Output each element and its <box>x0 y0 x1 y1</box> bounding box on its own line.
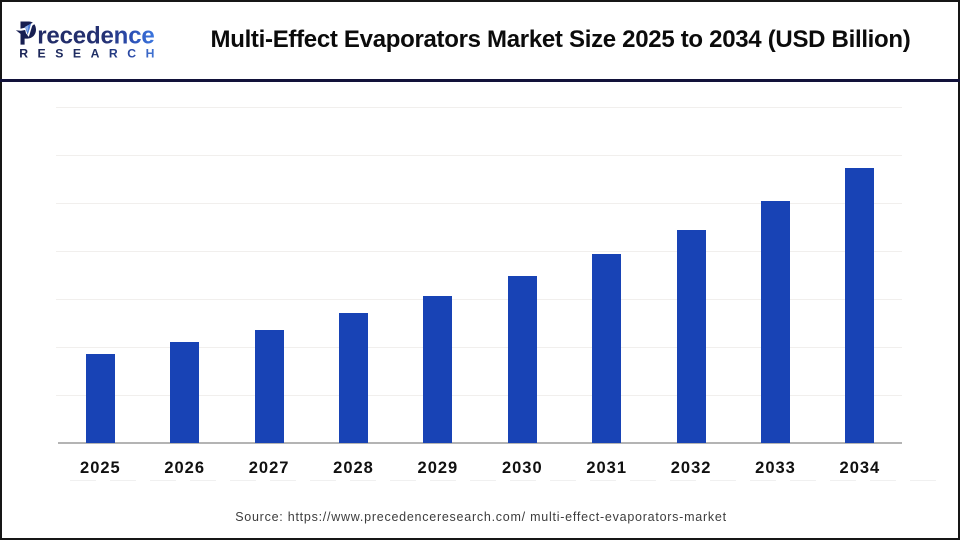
svg-text:RESEARCH: RESEARCH <box>19 47 164 61</box>
svg-text:recedence: recedence <box>37 23 154 50</box>
